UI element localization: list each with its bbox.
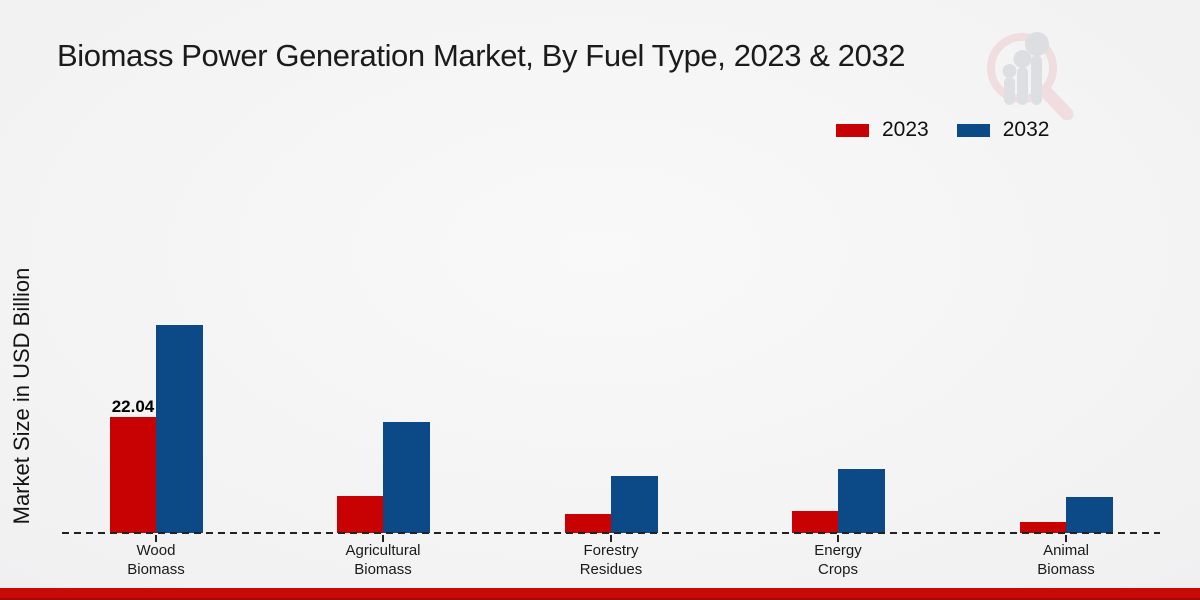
- brand-watermark-magnifier-chart-icon: [987, 32, 1074, 120]
- category-label-energy-crops: Energy Crops: [753, 541, 923, 579]
- category-label-line: Biomass: [354, 561, 412, 578]
- category-label-line: Residues: [579, 561, 643, 578]
- category-label-forestry-residues: Forestry Residues: [526, 541, 696, 579]
- watermark-dot-2: [1013, 50, 1032, 68]
- watermark-dot-3: [1025, 32, 1049, 56]
- bar-2032-agricultural-biomass: [383, 422, 430, 533]
- category-label-wood-biomass: Wood Biomass: [71, 541, 241, 579]
- watermark-bar-3: [1031, 55, 1042, 105]
- bar-2023-animal-biomass: [1020, 522, 1066, 533]
- category-label-line: Energy: [814, 542, 862, 559]
- chart-title: Biomass Power Generation Market, By Fuel…: [57, 38, 906, 73]
- bottom-accent-bar: [0, 588, 1200, 600]
- category-label-animal-biomass: Animal Biomass: [981, 541, 1151, 579]
- bar-2032-energy-crops: [838, 469, 885, 533]
- watermark-bar-1: [1004, 77, 1015, 105]
- bar-2032-animal-biomass: [1066, 497, 1113, 533]
- bar-2032-wood-biomass: [156, 325, 203, 533]
- category-label-line: Animal: [1043, 542, 1089, 559]
- category-label-line: Forestry: [583, 542, 639, 559]
- category-label-agricultural-biomass: Agricultural Biomass: [298, 541, 468, 579]
- legend-item-2032: 2032: [956, 118, 1050, 142]
- category-label-line: Crops: [817, 561, 858, 578]
- bar-2023-forestry-residues: [565, 514, 611, 533]
- bar-2032-forestry-residues: [611, 476, 658, 533]
- x-axis-dashed-baseline: [62, 532, 1160, 534]
- data-label-wood-biomass-2023: 22.04: [111, 397, 155, 416]
- bar-2023-energy-crops: [792, 511, 838, 533]
- category-label-line: Wood: [136, 542, 176, 559]
- legend-item-2023: 2023: [836, 118, 929, 142]
- legend-label-2023: 2023: [882, 118, 929, 141]
- bar-2023-agricultural-biomass: [337, 496, 383, 533]
- legend-swatch-2023: [836, 123, 869, 137]
- x-axis-tick-wood-biomass: [155, 535, 157, 542]
- bar-2023-wood-biomass: [110, 417, 156, 533]
- category-label-line: Biomass: [1037, 561, 1095, 578]
- watermark-handle: [1038, 84, 1074, 120]
- category-label-line: Agricultural: [345, 542, 421, 559]
- legend-label-2032: 2032: [1002, 118, 1050, 141]
- watermark-bar-2: [1017, 67, 1028, 105]
- x-axis-tick-animal-biomass: [1065, 535, 1067, 542]
- category-label-line: Biomass: [127, 561, 185, 578]
- x-axis-tick-forestry-residues: [610, 535, 612, 542]
- legend-swatch-2032: [956, 123, 990, 137]
- watermark-dot-1: [1002, 64, 1017, 78]
- x-axis-tick-energy-crops: [837, 535, 839, 542]
- legend: 2023 2032: [836, 118, 1049, 142]
- x-axis-tick-agricultural-biomass: [382, 535, 384, 542]
